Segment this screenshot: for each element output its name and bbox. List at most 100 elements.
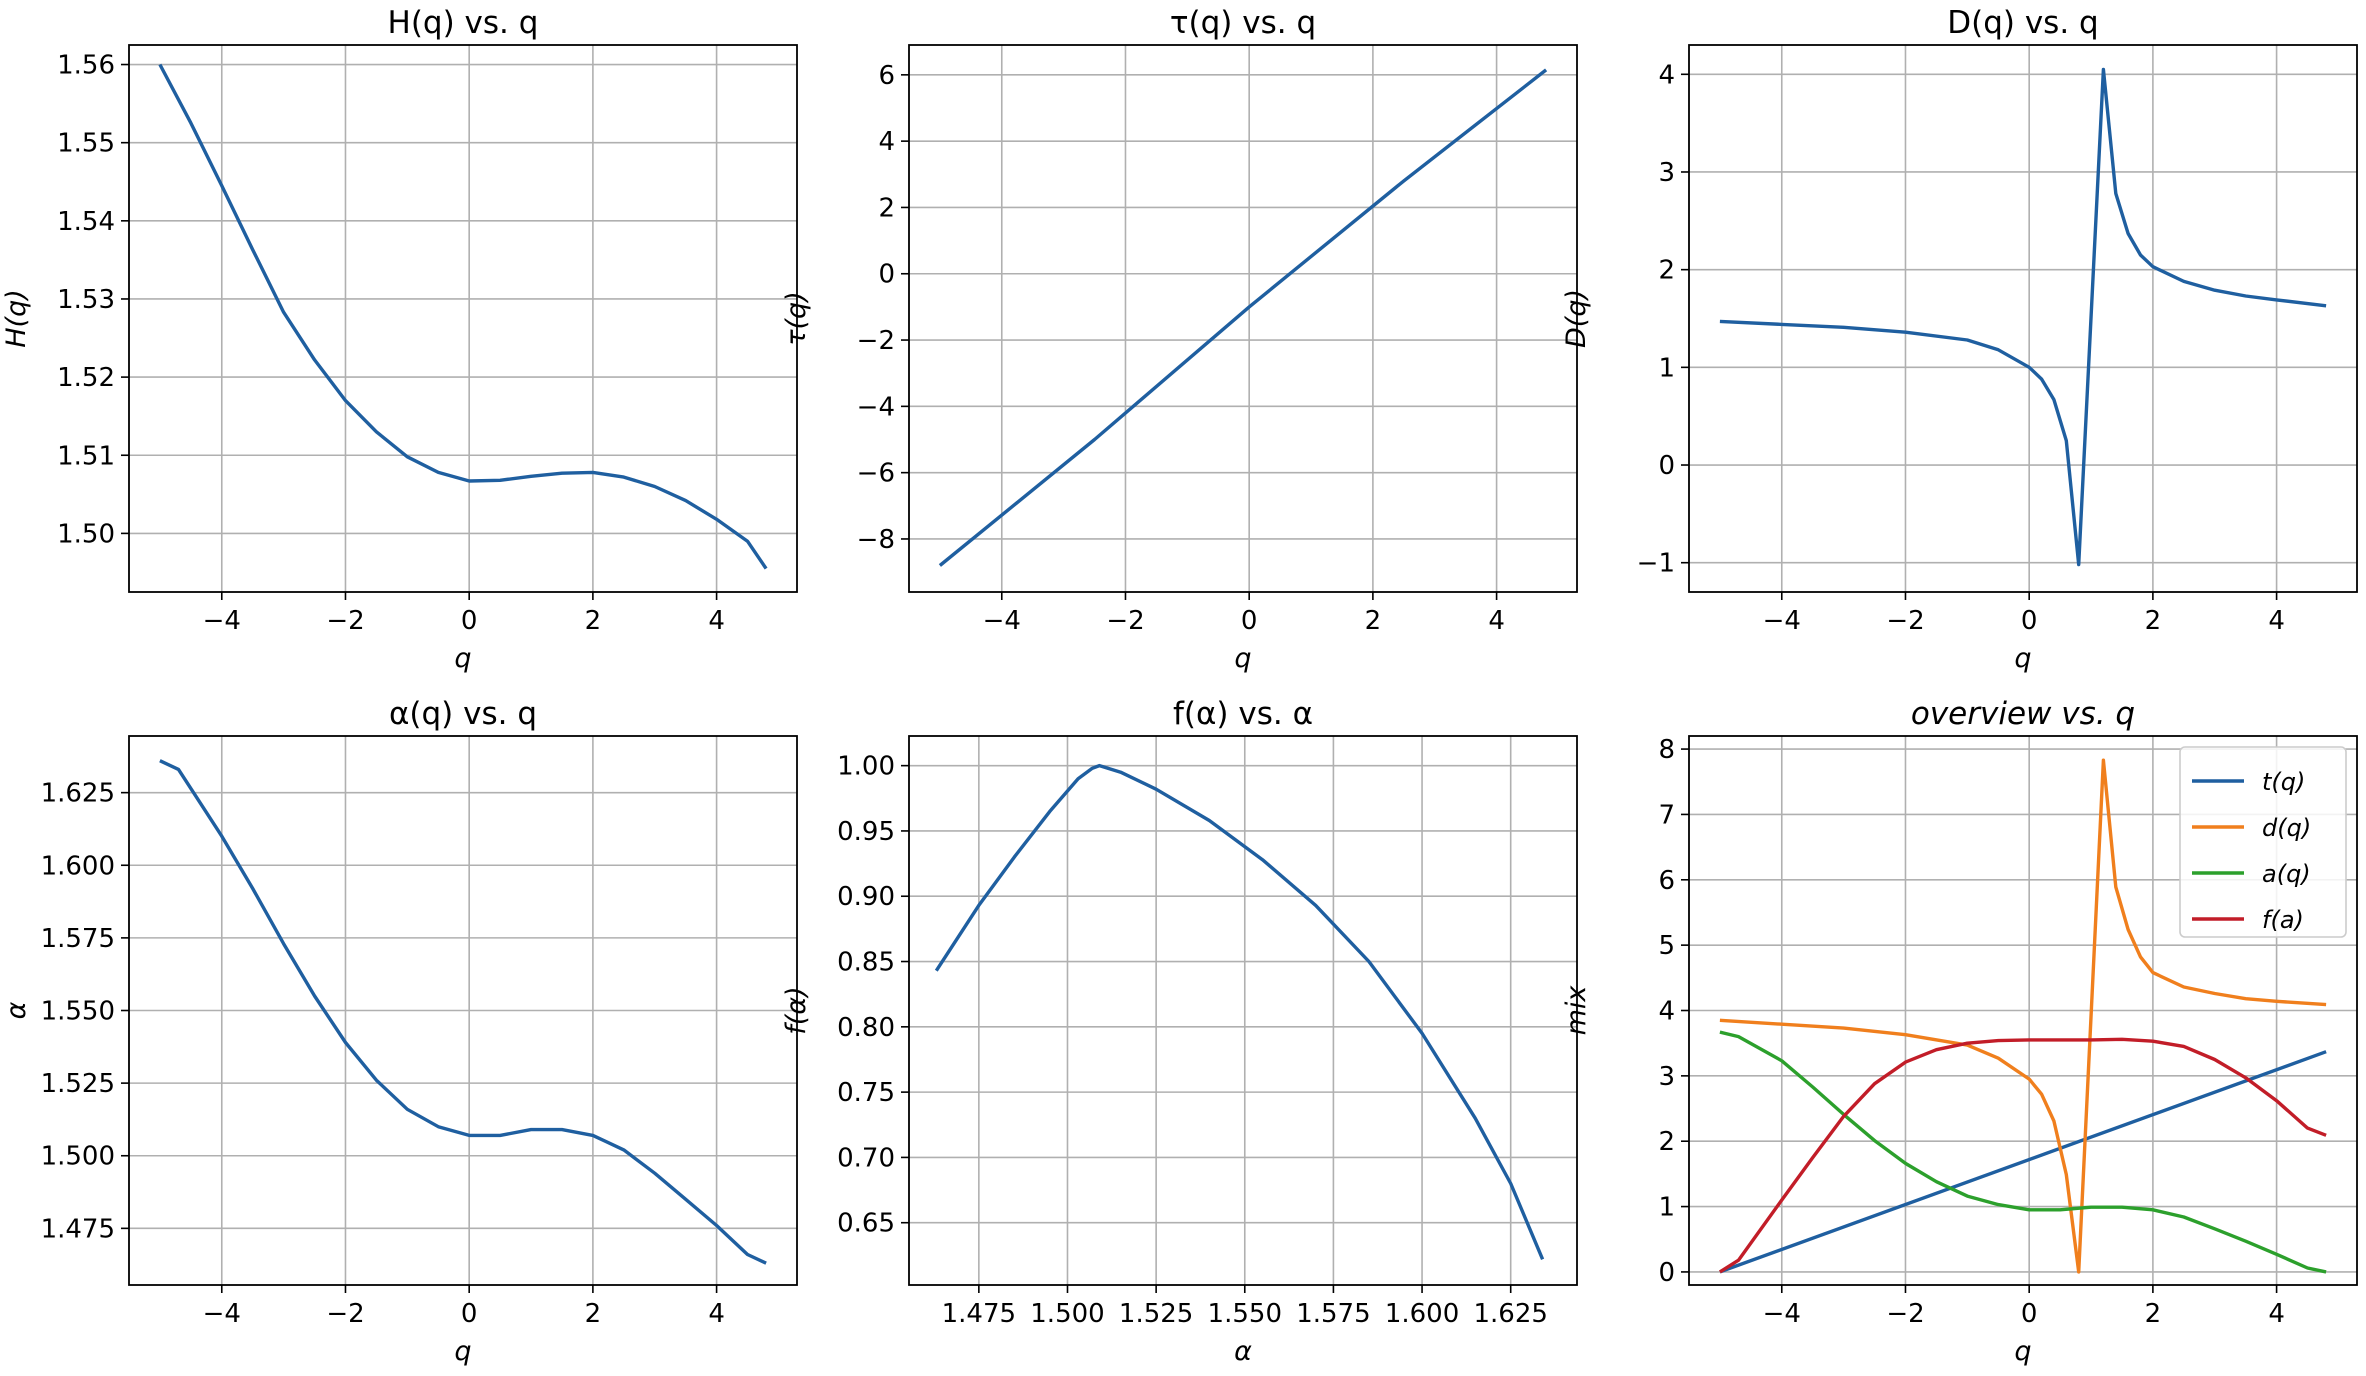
y-tick-label: 2	[878, 193, 895, 223]
y-tick-label: 0	[1658, 451, 1675, 481]
y-axis-label: τ(q)	[781, 291, 812, 345]
y-tick-label: −6	[857, 459, 895, 489]
y-tick-label: 0	[878, 260, 895, 290]
x-tick-label: 2	[1365, 606, 1382, 636]
x-tick-label: −2	[1106, 606, 1144, 636]
y-axis-label: f(α)	[781, 986, 812, 1034]
y-tick-label: 1.475	[41, 1214, 115, 1244]
x-tick-label: −4	[1763, 1299, 1801, 1329]
x-tick-label: −4	[983, 606, 1021, 636]
x-tick-label: 0	[461, 1299, 478, 1329]
x-axis-label: q	[454, 1336, 471, 1367]
y-tick-label: 1.625	[41, 779, 115, 809]
x-tick-label: −4	[1763, 606, 1801, 636]
y-tick-label: 8	[1658, 735, 1675, 765]
x-tick-label: −4	[203, 1299, 241, 1329]
y-tick-label: 1.550	[41, 997, 115, 1027]
series-line-0	[938, 68, 1548, 567]
x-tick-label: 1.525	[1119, 1299, 1193, 1329]
axes-frame	[908, 735, 1578, 1286]
y-tick-label: −1	[1637, 549, 1675, 579]
x-tick-label: 2	[2145, 606, 2162, 636]
y-tick-label: 1.53	[57, 285, 115, 315]
series-line-fa	[1718, 1037, 2327, 1274]
legend-label: t(q)	[2262, 768, 2305, 796]
y-tick-label: 1	[1658, 1193, 1675, 1223]
y-tick-label: 1.51	[57, 441, 115, 471]
series-line-0	[158, 63, 768, 570]
x-tick-label: 1.575	[1296, 1299, 1370, 1329]
legend-box	[2179, 746, 2347, 938]
legend-label: f(a)	[2262, 906, 2304, 934]
y-axis-label: α	[1, 1001, 32, 1019]
panel-alpha: −4 −2 0 2 4 1.475 1.500 1.525 1.550 1.575 1.600 1.6…	[1, 696, 798, 1367]
x-tick-label: 4	[2268, 606, 2285, 636]
chart-title: f(α) vs. α	[1173, 696, 1313, 732]
x-tick-label: 2	[585, 1299, 602, 1329]
legend: t(q) d(q) a(q) f(a)	[2179, 746, 2347, 938]
y-tick-label: 0	[1658, 1258, 1675, 1288]
y-tick-label: 0.65	[837, 1209, 895, 1239]
chart-title: α(q) vs. q	[389, 696, 537, 732]
y-tick-label: 1.50	[57, 519, 115, 549]
x-axis-label: α	[1234, 1336, 1252, 1367]
x-tick-label: 0	[1241, 606, 1258, 636]
y-tick-label: 4	[878, 127, 895, 157]
chart-title: overview vs. q	[1911, 696, 2135, 732]
y-tick-label: 0.75	[837, 1078, 895, 1108]
x-tick-label: 0	[2021, 1299, 2038, 1329]
panel-overview: −4 −2 0 2 4 0 1 2 3 4 5 6 7 8 overview vs. q q mix t(q) d(…	[1561, 696, 2358, 1367]
y-tick-label: 0.90	[837, 882, 895, 912]
y-tick-label: 0.70	[837, 1143, 895, 1173]
y-tick-label: 1.600	[41, 851, 115, 881]
x-tick-label: 1.625	[1473, 1299, 1547, 1329]
series-line-0	[934, 763, 1545, 1260]
y-tick-label: −4	[857, 392, 895, 422]
y-axis-label: D(q)	[1561, 289, 1592, 348]
series-line-aq	[1719, 1030, 2327, 1274]
x-tick-label: 4	[708, 1299, 725, 1329]
panel-D: −4 −2 0 2 4 −1 0 1 2 3 4 D(q) vs. q q D(q)	[1561, 5, 2358, 674]
y-axis-label: H(q)	[1, 289, 32, 348]
x-tick-label: 2	[585, 606, 602, 636]
x-tick-label: −2	[1886, 1299, 1924, 1329]
y-tick-label: 3	[1658, 1062, 1675, 1092]
y-tick-label: 6	[878, 61, 895, 91]
y-tick-label: 2	[1658, 1127, 1675, 1157]
x-tick-label: 4	[1488, 606, 1505, 636]
y-tick-label: 1.55	[57, 129, 115, 159]
y-tick-label: 5	[1658, 931, 1675, 961]
x-tick-label: 0	[2021, 606, 2038, 636]
x-tick-label: 1.600	[1385, 1299, 1459, 1329]
y-tick-label: 2	[1658, 256, 1675, 286]
y-tick-label: 1.52	[57, 363, 115, 393]
y-tick-label: 1.00	[837, 752, 895, 782]
x-axis-label: q	[2014, 643, 2031, 674]
y-tick-label: 1.54	[57, 207, 115, 237]
x-tick-label: 1.550	[1208, 1299, 1282, 1329]
y-tick-label: 7	[1658, 800, 1675, 830]
y-tick-label: 4	[1658, 60, 1675, 90]
x-tick-label: 0	[461, 606, 478, 636]
chart-title: τ(q) vs. q	[1170, 5, 1316, 41]
panel-tau: −4 −2 0 2 4 −8 −6 −4 −2 0 2 4 6 τ(q) vs. q q τ(q)	[781, 5, 1578, 674]
x-axis-label: q	[1234, 643, 1251, 674]
y-tick-label: 6	[1658, 866, 1675, 896]
chart-title: D(q) vs. q	[1947, 5, 2098, 41]
axes-frame	[1688, 44, 2358, 593]
axes-frame	[128, 44, 798, 593]
y-tick-label: 3	[1658, 158, 1675, 188]
x-tick-label: −2	[326, 606, 364, 636]
y-tick-label: 1.56	[57, 51, 115, 81]
x-tick-label: 4	[708, 606, 725, 636]
series-line-dq	[1719, 758, 2327, 1274]
chart-title: H(q) vs. q	[388, 5, 539, 41]
y-tick-label: 1	[1658, 353, 1675, 383]
legend-label: a(q)	[2262, 860, 2311, 888]
x-tick-label: 1.475	[942, 1299, 1016, 1329]
x-tick-label: −2	[326, 1299, 364, 1329]
y-tick-label: −2	[857, 326, 895, 356]
x-tick-label: 1.500	[1030, 1299, 1104, 1329]
legend-label: d(q)	[2262, 814, 2311, 842]
